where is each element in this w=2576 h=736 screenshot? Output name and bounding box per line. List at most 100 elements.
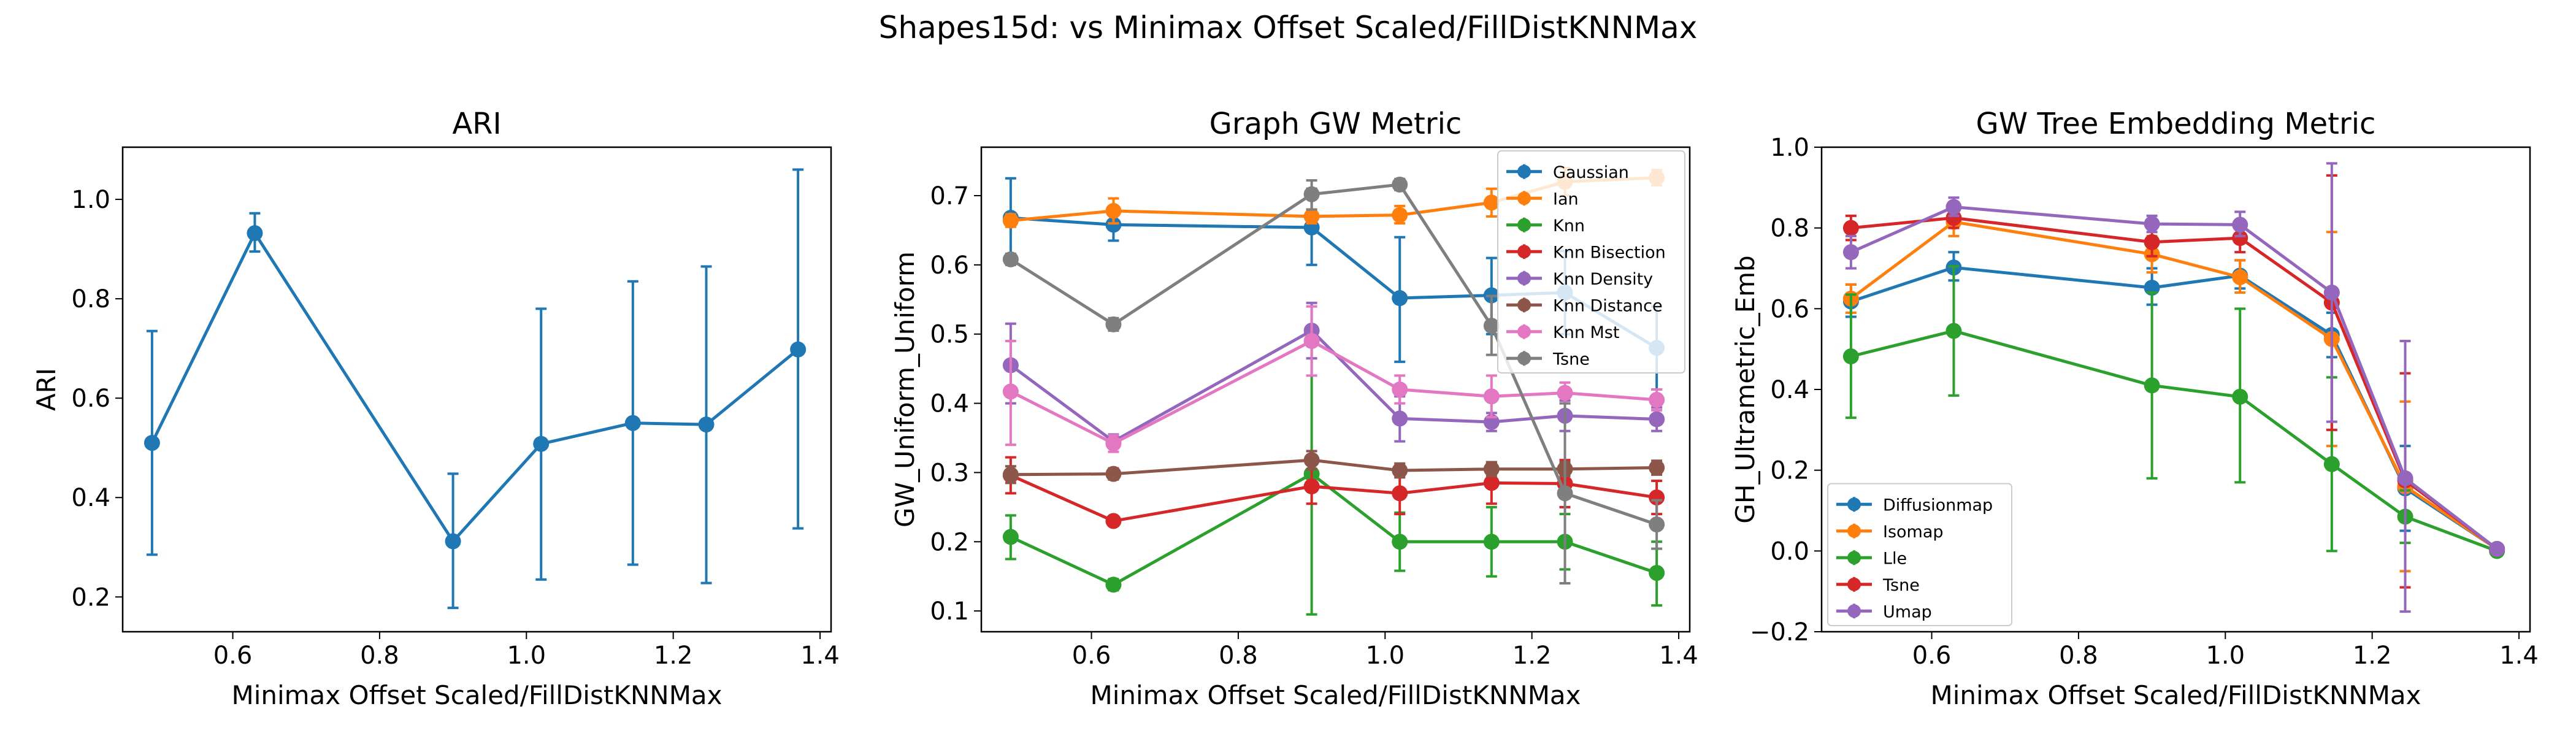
chart-2-title: GW Tree Embedding Metric	[1976, 107, 2376, 141]
panel-gw-tree-embedding-metric: GW Tree Embedding Metric 0.6 0.8 1.0 1.2 1.4 −…	[1730, 107, 2539, 710]
chart-2-series-umap-point	[2232, 217, 2248, 233]
chart-2-legend-swatch-marker	[1847, 497, 1861, 512]
chart-2-y-tick-label: 0.0	[1770, 537, 1809, 565]
chart-2-series-umap-point	[1842, 244, 1859, 261]
chart-1-x-tick-label: 1.0	[1365, 642, 1405, 670]
chart-1-series-knn-point	[1105, 577, 1122, 593]
chart-0-series-0-point	[144, 435, 160, 451]
chart-1-series-gaussian-point	[1105, 217, 1122, 233]
chart-1-legend-swatch-marker	[1517, 271, 1531, 285]
chart-2-x-tick-label: 1.2	[2353, 642, 2392, 670]
chart-2-legend-swatch-marker	[1847, 524, 1861, 538]
chart-1-x-tick-label: 0.8	[1219, 642, 1258, 670]
chart-1-legend-label: Ian	[1553, 190, 1579, 209]
chart-2-series-isomap-point	[2232, 269, 2248, 285]
chart-1-series-tsne-point	[1105, 316, 1122, 332]
chart-2-series-umap-point	[2397, 470, 2413, 486]
chart-1-series-ian-point	[1105, 202, 1122, 219]
chart-1-legend-entry: Knn Density	[1506, 270, 1653, 289]
chart-2-y-tick-label: 1.0	[1770, 134, 1809, 162]
chart-2-legend-label: Diffusionmap	[1883, 496, 1993, 515]
chart-2-legend-entry: Lle	[1836, 549, 1907, 568]
chart-0-y-tick-label: 0.6	[71, 385, 110, 413]
chart-2-legend-swatch-marker	[1847, 577, 1861, 591]
chart-1-series-knn-point	[1649, 565, 1665, 581]
chart-1-series-gaussian-point	[1392, 290, 1408, 307]
chart-2-x-tick-label: 1.0	[2206, 642, 2245, 670]
chart-1-y-tick-label: 0.3	[930, 459, 969, 487]
chart-1-legend-entry: Knn Bisection	[1506, 243, 1666, 262]
chart-1-y-axis-label: GW_Uniform_Uniform	[890, 251, 920, 527]
chart-2-legend-box	[1827, 483, 2012, 626]
chart-0-series-0-point	[445, 533, 461, 550]
chart-1-legend-entry: Knn Distance	[1506, 296, 1663, 315]
chart-1-series-knn-point	[1002, 529, 1019, 545]
chart-2-y-tick-label: 0.4	[1770, 376, 1809, 404]
chart-2-legend-label: Isomap	[1883, 523, 1944, 542]
chart-0-series-0-line	[150, 231, 799, 543]
chart-1-legend-label: Knn	[1553, 217, 1585, 236]
chart-1-legend-label: Gaussian	[1553, 163, 1629, 182]
chart-2-y-axis-label: GH_Ultrametric_Emb	[1730, 255, 1760, 523]
chart-1-legend-entry: Knn	[1506, 217, 1585, 236]
chart-1-legend-label: Knn Mst	[1553, 323, 1619, 342]
chart-1-series-knn-bisection-point	[1105, 513, 1122, 529]
chart-1-y-tick-label: 0.5	[930, 321, 969, 349]
chart-0-axes-frame	[121, 146, 832, 633]
chart-2-series-tsne-point	[1842, 220, 1859, 236]
chart-1-series-knn-distance-point	[1649, 459, 1665, 476]
chart-1-series-knn-density-point	[1392, 410, 1408, 427]
chart-0-title: ARI	[452, 107, 501, 141]
chart-1-legend-label: Knn Distance	[1553, 296, 1663, 315]
chart-0-series-0-point	[698, 416, 715, 433]
chart-1-series-knn-bisection-point	[1483, 475, 1500, 491]
chart-0-y-tick-label: 0.2	[71, 583, 110, 611]
chart-1-legend-label: Tsne	[1552, 350, 1590, 369]
chart-1-series-tsne-point	[1392, 176, 1408, 193]
chart-1-legend: Gaussian Ian Knn Knn Bisection Knn Density Kn…	[1497, 150, 1685, 374]
chart-1-series-knn-distance-point	[1002, 466, 1019, 483]
chart-2-legend-swatch-marker	[1847, 551, 1861, 565]
chart-1-legend-swatch-marker	[1517, 324, 1531, 339]
chart-0-x-tick-label: 1.4	[800, 642, 840, 670]
chart-1-legend-label: Knn Bisection	[1553, 243, 1666, 262]
chart-1-legend-swatch-marker	[1517, 218, 1531, 232]
chart-0-x-tick-label: 0.6	[213, 642, 253, 670]
chart-0-plot-area	[144, 168, 807, 610]
chart-2-series-lle-point	[1842, 348, 1859, 365]
figure-suptitle: Shapes15d: vs Minimax Offset Scaled/Fill…	[879, 10, 1698, 45]
chart-0-x-tick-label: 1.0	[507, 642, 546, 670]
chart-2-series-tsne-point	[1945, 210, 1962, 226]
chart-2-legend-label: Tsne	[1882, 576, 1920, 595]
chart-1-legend-swatch-marker	[1517, 351, 1531, 366]
chart-0-series-0-point	[533, 435, 550, 452]
chart-1-series-knn-distance-point	[1392, 462, 1408, 479]
chart-1-series-knn-mst-point	[1483, 388, 1500, 405]
panel-graph-gw-metric: Graph GW Metric 0.6 0.8 1.0 1.2 1.4 0.1 0.2 0.3 0…	[890, 107, 1698, 710]
chart-0-x-tick-label: 1.2	[654, 642, 693, 670]
chart-1-series-knn-mst-point	[1303, 333, 1320, 349]
chart-2-series-tsne-point	[2232, 230, 2248, 247]
chart-0-series-0-point	[247, 225, 263, 242]
chart-1-series-tsne-point	[1483, 318, 1500, 334]
chart-2-plot-area	[1842, 162, 2505, 613]
chart-1-legend-entry: Tsne	[1506, 350, 1590, 369]
chart-1-series-ian-point	[1392, 207, 1408, 223]
chart-1-series-knn-distance-point	[1105, 466, 1122, 482]
chart-1-series-knn-mst	[1002, 305, 1665, 453]
chart-1-y-tick-label: 0.7	[930, 182, 969, 210]
chart-2-series-tsne-point	[2144, 234, 2160, 250]
chart-1-series-knn-bisection-point	[1303, 478, 1320, 494]
chart-2-legend-swatch-marker	[1847, 604, 1861, 618]
chart-2-series-lle-point	[2232, 388, 2248, 405]
chart-2-x-tick-label: 1.4	[2499, 642, 2539, 670]
chart-1-y-tick-label: 0.4	[930, 390, 969, 418]
chart-1-legend-label: Knn Density	[1553, 270, 1653, 289]
chart-0-series-0	[144, 168, 807, 610]
chart-1-plot-area	[1002, 166, 1665, 616]
chart-1-series-ian-point	[1002, 212, 1019, 229]
chart-2-series-umap-point	[2323, 285, 2340, 301]
chart-2-legend-label: Lle	[1883, 549, 1907, 568]
chart-1-series-knn-density-point	[1649, 411, 1665, 427]
